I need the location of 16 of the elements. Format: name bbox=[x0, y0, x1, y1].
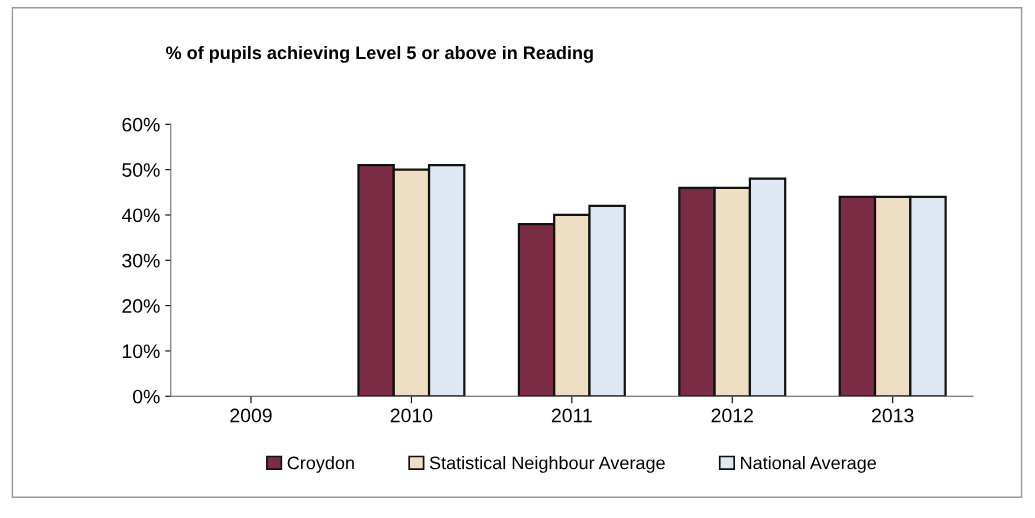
y-tick-label: 50% bbox=[122, 163, 160, 177]
legend-label: Croydon bbox=[287, 456, 354, 473]
y-tick-label: 30% bbox=[122, 253, 160, 268]
x-tick-label: 2012 bbox=[711, 408, 753, 423]
y-tick-label: 0% bbox=[133, 389, 160, 404]
x-tick-label: 2010 bbox=[390, 408, 433, 423]
y-tick-label: 10% bbox=[122, 344, 160, 359]
legend-label: National Average bbox=[741, 456, 876, 473]
x-tick-label: 2011 bbox=[551, 408, 592, 423]
x-tick-label: 2009 bbox=[230, 408, 272, 423]
x-tick-label: 2013 bbox=[872, 408, 914, 423]
legend-label: Statistical Neighbour Average bbox=[429, 456, 665, 473]
y-tick-label: 20% bbox=[122, 299, 160, 313]
y-tick-label: 60% bbox=[122, 117, 160, 132]
y-tick-label: 40% bbox=[121, 208, 160, 223]
chart-title: % of pupils achieving Level 5 or above in Reading bbox=[166, 45, 593, 63]
